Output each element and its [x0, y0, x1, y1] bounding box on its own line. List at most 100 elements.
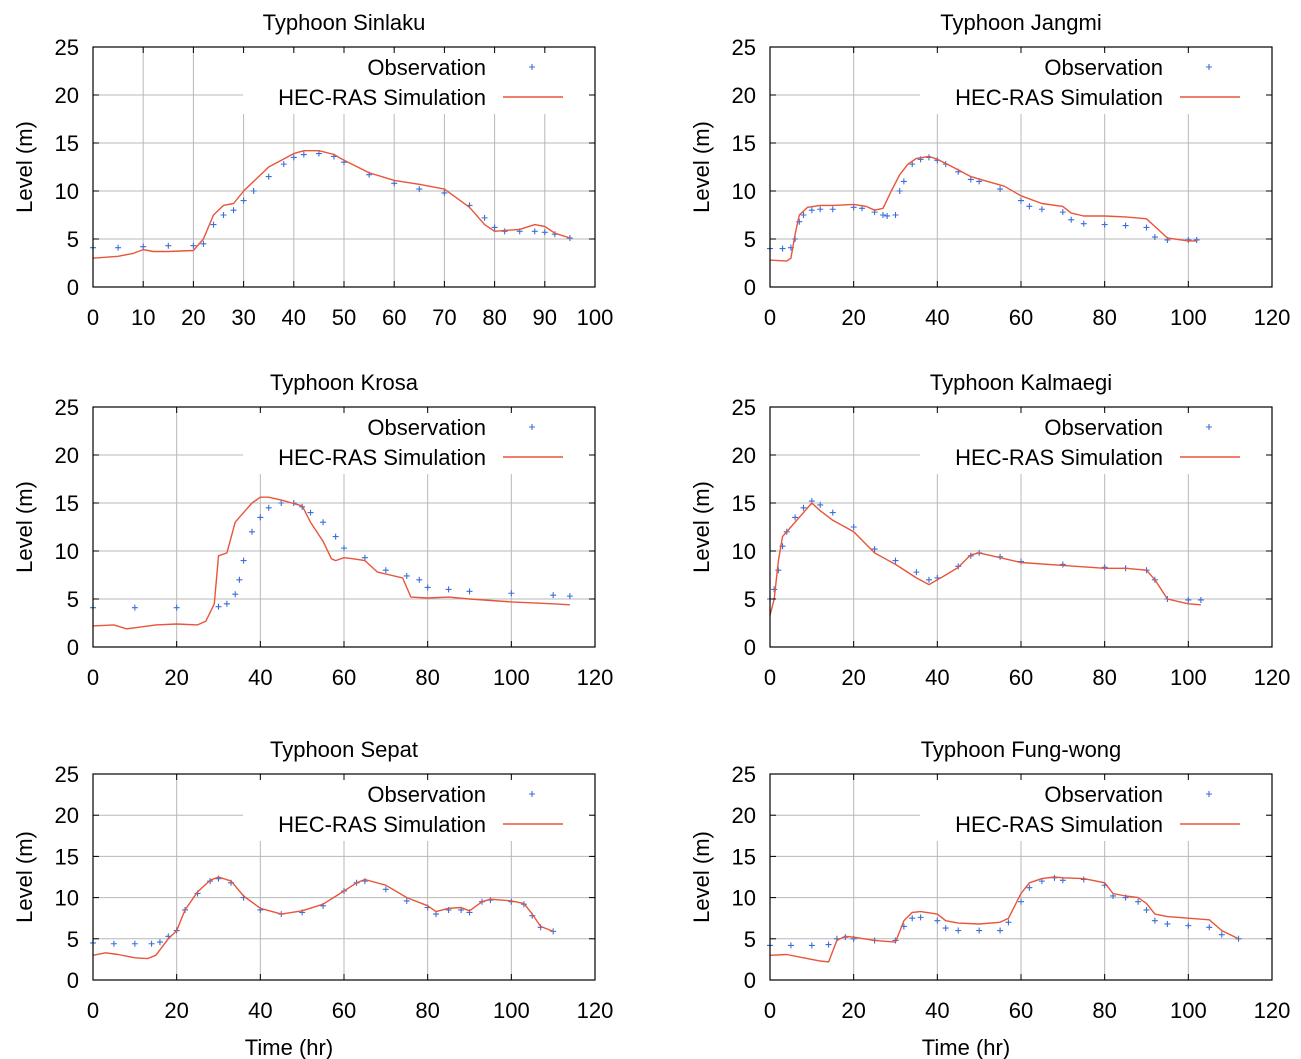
- observation-point: [967, 176, 974, 183]
- x-tick-label: 0: [87, 305, 99, 330]
- y-tick-label: 5: [67, 587, 79, 612]
- observation-point: [1038, 206, 1045, 213]
- y-tick-label: 20: [55, 443, 79, 468]
- observation-point: [210, 221, 217, 228]
- observation-point: [140, 243, 147, 250]
- observation-point: [280, 161, 287, 168]
- y-tick-label: 20: [55, 83, 79, 108]
- observation-point: [300, 151, 307, 158]
- simulation-series-line: [769, 502, 1201, 616]
- legend-label-observation: Observation: [367, 782, 486, 807]
- chart-panel-5: 0 20 40 60 80 100 120 0 5 10 15 20 25 Typhoon Sepat Le…: [12, 737, 613, 1059]
- observation-point: [775, 567, 782, 574]
- observation-point: [896, 188, 903, 194]
- observation-point: [110, 940, 117, 947]
- y-axis-label: Level (m): [689, 831, 714, 923]
- observation-point: [1151, 234, 1158, 241]
- observation-point: [850, 524, 857, 530]
- observation-point: [257, 514, 264, 521]
- observation-point: [403, 572, 410, 579]
- y-tick-label: 20: [732, 443, 756, 468]
- observation-point: [508, 590, 515, 597]
- x-tick-label: 0: [87, 665, 99, 690]
- y-tick-label: 0: [67, 968, 79, 993]
- chart-panel-4: 0 20 40 60 80 100 120 0 5 10 15 20 25 Typhoon Kalmaeg…: [689, 370, 1290, 690]
- observation-point: [1185, 922, 1192, 929]
- x-tick-label: 100: [493, 665, 530, 690]
- x-tick-label: 60: [1009, 305, 1033, 330]
- observation-point: [909, 915, 916, 922]
- observation-point: [925, 576, 932, 583]
- observation-point: [909, 161, 916, 168]
- chart-title: Typhoon Fung-wong: [921, 737, 1122, 762]
- observation-point: [1026, 203, 1033, 210]
- observation-point: [156, 939, 163, 946]
- legend-symbol-observation: [529, 791, 535, 797]
- x-tick-label: 40: [282, 305, 306, 330]
- legend-symbol-observation: [1206, 424, 1212, 430]
- observation-point: [934, 917, 941, 924]
- x-tick-label: 100: [1170, 305, 1207, 330]
- legend-label-simulation: HEC-RAS Simulation: [955, 445, 1163, 470]
- x-tick-label: 0: [87, 998, 99, 1023]
- y-axis-label: Level (m): [12, 831, 37, 923]
- simulation-series-line: [92, 150, 571, 259]
- observation-point: [531, 228, 538, 235]
- observation-point: [307, 509, 314, 516]
- y-tick-label: 5: [67, 227, 79, 252]
- observation-point: [792, 514, 799, 521]
- x-tick-label: 120: [577, 998, 614, 1023]
- legend-label-observation: Observation: [1044, 782, 1163, 807]
- simulation-series-line: [769, 155, 1197, 262]
- observation-point: [1193, 236, 1200, 243]
- simulation-series-line: [769, 876, 1239, 963]
- observation-point: [265, 173, 272, 180]
- y-tick-label: 10: [732, 539, 756, 564]
- y-tick-label: 0: [67, 275, 79, 300]
- y-axis-label: Level (m): [12, 481, 37, 573]
- y-tick-label: 0: [744, 275, 756, 300]
- x-tick-label: 80: [1092, 665, 1116, 690]
- observation-point: [466, 588, 473, 595]
- observation-point: [445, 586, 452, 593]
- observation-point: [913, 569, 920, 576]
- x-tick-label: 0: [764, 665, 776, 690]
- y-tick-label: 25: [732, 35, 756, 60]
- y-tick-label: 15: [732, 131, 756, 156]
- observation-point: [917, 914, 924, 921]
- x-tick-label: 90: [533, 305, 557, 330]
- observation-point: [232, 591, 239, 598]
- observation-point: [1135, 898, 1142, 905]
- x-tick-label: 10: [131, 305, 155, 330]
- legend-box: [920, 410, 1267, 474]
- legend-label-observation: Observation: [367, 55, 486, 80]
- legend-label-observation: Observation: [1044, 55, 1163, 80]
- observation-point: [550, 592, 557, 599]
- observation-point: [416, 576, 423, 583]
- observation-point: [416, 186, 423, 193]
- observation-point: [481, 214, 488, 221]
- legend-label-simulation: HEC-RAS Simulation: [278, 812, 486, 837]
- observation-point: [566, 593, 573, 600]
- y-tick-label: 25: [732, 395, 756, 420]
- observation-point: [1164, 920, 1171, 927]
- observation-point: [1151, 917, 1158, 924]
- x-tick-label: 20: [841, 998, 865, 1023]
- y-tick-label: 5: [744, 927, 756, 952]
- observation-point: [131, 940, 138, 947]
- x-tick-label: 120: [577, 665, 614, 690]
- chart-panel-6: 0 20 40 60 80 100 120 0 5 10 15 20 25 Typhoon Fung-wo…: [689, 737, 1290, 1059]
- x-tick-label: 0: [764, 998, 776, 1023]
- chart-title: Typhoon Krosa: [270, 370, 419, 395]
- legend-label-observation: Observation: [1044, 415, 1163, 440]
- observation-point: [942, 925, 949, 932]
- y-tick-label: 10: [732, 886, 756, 911]
- y-tick-label: 15: [55, 844, 79, 869]
- x-tick-label: 40: [248, 665, 272, 690]
- observation-point: [1080, 220, 1087, 227]
- observation-point: [248, 528, 255, 535]
- x-tick-label: 20: [164, 665, 188, 690]
- x-tick-label: 40: [925, 998, 949, 1023]
- observation-point: [230, 207, 237, 214]
- y-tick-label: 15: [55, 131, 79, 156]
